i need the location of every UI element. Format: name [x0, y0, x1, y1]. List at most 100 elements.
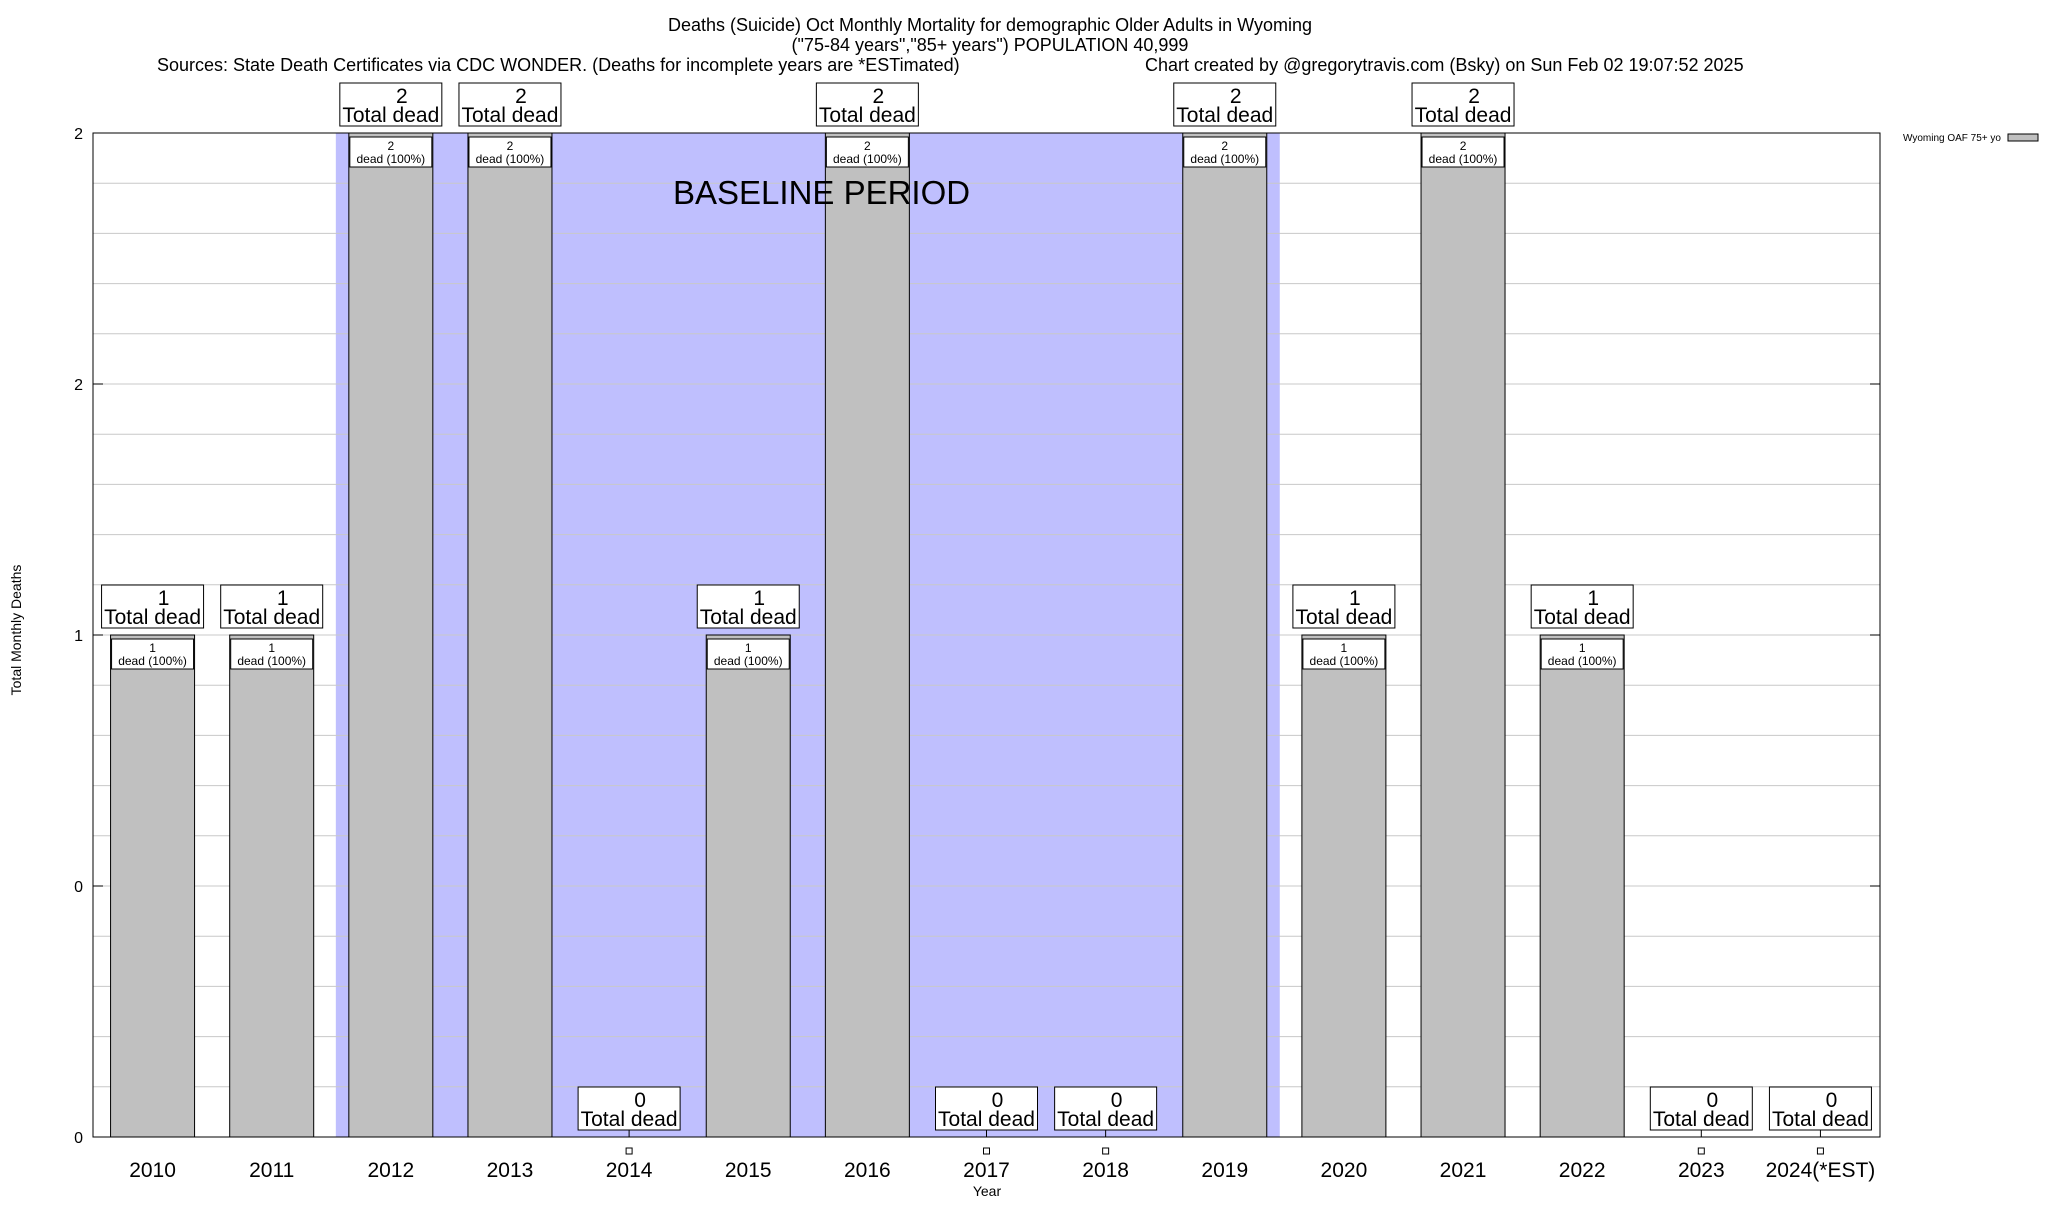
total-label-text: Total dead — [223, 606, 320, 629]
total-label-value: 1 — [277, 587, 289, 610]
zero-marker — [1816, 1147, 1824, 1155]
bar-inner-label-value: 2 — [1221, 139, 1228, 153]
x-tick-label: 2020 — [1321, 1159, 1368, 1182]
zero-marker — [1697, 1147, 1705, 1155]
total-label-text: Total dead — [938, 1108, 1035, 1131]
total-label-box — [696, 584, 800, 629]
total-label-value: 2 — [1468, 85, 1480, 108]
bar-inner-label-box — [1302, 638, 1386, 670]
bar-inner-label-text: dead (100%) — [118, 654, 187, 668]
x-tick-label: 2012 — [367, 1159, 414, 1182]
chart-sources: Sources: State Death Certificates via CD… — [157, 55, 960, 75]
total-label-value: 0 — [1826, 1089, 1838, 1112]
x-tick-label: 2015 — [725, 1159, 772, 1182]
x-tick-label: 2024(*EST) — [1766, 1159, 1876, 1182]
total-label-value: 1 — [753, 587, 765, 610]
x-tick-label: 2018 — [1082, 1159, 1129, 1182]
bar-inner-label-value: 1 — [1341, 641, 1348, 655]
total-label-text: Total dead — [1415, 104, 1512, 127]
y-tick-label: 2 — [74, 377, 83, 394]
bar — [1420, 132, 1506, 1138]
total-label-value: 0 — [992, 1089, 1004, 1112]
bar-inner-label-text: dead (100%) — [833, 152, 902, 166]
total-label-text: Total dead — [700, 606, 797, 629]
x-tick-label: 2023 — [1678, 1159, 1725, 1182]
chart-title-line-1: Deaths (Suicide) Oct Monthly Mortality f… — [668, 15, 1312, 35]
total-label-value: 1 — [1587, 587, 1599, 610]
bar-inner-label-value: 1 — [1579, 641, 1586, 655]
bar-inner-label-text: dead (100%) — [1429, 152, 1498, 166]
total-label-text: Total dead — [819, 104, 916, 127]
x-tick-label: 2014 — [606, 1159, 653, 1182]
total-label-text: Total dead — [1534, 606, 1631, 629]
total-label-box — [815, 82, 919, 127]
total-label-box — [1649, 1086, 1753, 1131]
chart-credit: Chart created by @gregorytravis.com (Bsk… — [1145, 55, 1744, 75]
bar — [110, 634, 196, 1138]
x-tick-label: 2017 — [963, 1159, 1010, 1182]
bar-inner-label-text: dead (100%) — [1190, 152, 1259, 166]
bar — [348, 132, 434, 1138]
total-label-box — [1768, 1086, 1872, 1131]
total-label-value: 1 — [1349, 587, 1361, 610]
bar-inner-label-value: 2 — [387, 139, 394, 153]
bar-inner-label-value: 2 — [864, 139, 871, 153]
total-label-text: Total dead — [581, 1108, 678, 1131]
bar — [824, 132, 910, 1138]
baseline-period-label: BASELINE PERIOD — [673, 174, 970, 211]
total-label-box — [1173, 82, 1277, 127]
bar-inner-label-text: dead (100%) — [237, 654, 306, 668]
zero-marker — [983, 1147, 990, 1155]
bar-inner-label-text: dead (100%) — [356, 152, 425, 166]
bar — [1301, 634, 1387, 1138]
total-label-text: Total dead — [462, 104, 559, 127]
x-tick-label: 2019 — [1201, 1159, 1248, 1182]
total-label-text: Total dead — [1772, 1108, 1869, 1131]
zero-marker — [625, 1147, 633, 1155]
x-tick-label: 2013 — [487, 1159, 534, 1182]
bar-inner-label-value: 2 — [1460, 139, 1467, 153]
bar — [1182, 132, 1268, 1138]
total-label-text: Total dead — [1295, 606, 1392, 629]
total-label-box — [339, 82, 443, 127]
zero-marker — [1102, 1147, 1110, 1155]
x-tick-label: 2021 — [1440, 1159, 1487, 1182]
bar-inner-label-value: 1 — [268, 641, 275, 655]
y-tick-label: 0 — [74, 1130, 83, 1147]
legend-swatch — [2007, 133, 2039, 142]
total-label-box — [458, 82, 562, 127]
bar — [705, 634, 791, 1138]
total-label-box — [577, 1086, 681, 1131]
total-label-value: 0 — [1111, 1089, 1123, 1112]
bar-inner-label-text: dead (100%) — [1548, 654, 1617, 668]
total-label-text: Total dead — [1057, 1108, 1154, 1131]
bar-inner-label-value: 1 — [149, 641, 156, 655]
bar — [229, 634, 315, 1138]
y-tick-label: 0 — [74, 879, 83, 896]
total-label-box — [101, 584, 205, 629]
y-tick-label: 1 — [74, 628, 83, 645]
bar — [467, 132, 553, 1138]
total-label-value: 2 — [873, 85, 885, 108]
bar-inner-label-box — [349, 136, 433, 168]
total-label-value: 0 — [1706, 1089, 1718, 1112]
bar-inner-label-box — [111, 638, 195, 670]
bar-inner-label-text: dead (100%) — [714, 654, 783, 668]
x-tick-label: 2022 — [1559, 1159, 1606, 1182]
x-axis-label: Year — [973, 1183, 1002, 1199]
bar-inner-label-box — [1421, 136, 1505, 168]
bar-inner-label-value: 2 — [507, 139, 514, 153]
bar-inner-label-text: dead (100%) — [476, 152, 545, 166]
y-tick-label: 2 — [74, 126, 83, 143]
total-label-value: 2 — [515, 85, 527, 108]
total-label-box — [1530, 584, 1634, 629]
bar-inner-label-text: dead (100%) — [1310, 654, 1379, 668]
bar-inner-label-box — [706, 638, 790, 670]
chart-title-line-2: ("75-84 years","85+ years") POPULATION 4… — [792, 35, 1189, 55]
bar-inner-label-value: 1 — [745, 641, 752, 655]
total-label-box — [1411, 82, 1515, 127]
total-label-value: 2 — [396, 85, 408, 108]
x-tick-label: 2011 — [249, 1159, 294, 1182]
